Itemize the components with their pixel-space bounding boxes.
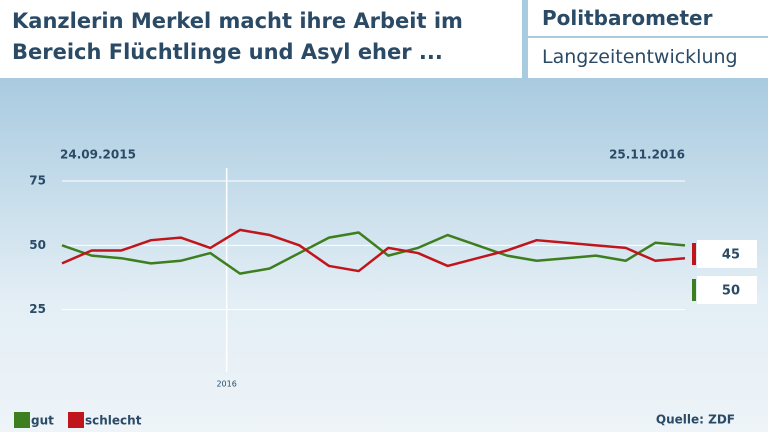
end-bar (692, 243, 696, 265)
y-tick-label: 25 (29, 302, 46, 316)
end-date: 25.11.2016 (609, 148, 685, 162)
title-panel: Kanzlerin Merkel macht ihre Arbeit im Be… (0, 0, 522, 78)
end-bar (692, 279, 696, 301)
subtitle: Langzeitentwicklung (542, 46, 738, 68)
subtitle-panel: Langzeitentwicklung (528, 38, 768, 78)
end-box (697, 276, 757, 304)
legend-label: schlecht (85, 414, 142, 428)
y-tick-label: 75 (29, 174, 46, 188)
line-series (61, 231, 686, 275)
legend-label: gut (31, 414, 54, 428)
year-marker-label: 2016 (216, 380, 236, 389)
end-value-label: 50 (722, 284, 740, 299)
y-tick-label: 50 (29, 238, 46, 252)
legend-swatch (68, 412, 84, 428)
title: Kanzlerin Merkel macht ihre Arbeit im Be… (12, 9, 463, 64)
end-value-label: 45 (722, 248, 740, 263)
legend-swatch (14, 412, 30, 428)
start-date: 24.09.2015 (60, 148, 136, 162)
brand-panel: Politbarometer (528, 0, 768, 36)
end-box (697, 240, 757, 268)
source: Quelle: ZDF (656, 413, 735, 427)
brand: Politbarometer (542, 6, 713, 30)
line-series (61, 228, 686, 273)
